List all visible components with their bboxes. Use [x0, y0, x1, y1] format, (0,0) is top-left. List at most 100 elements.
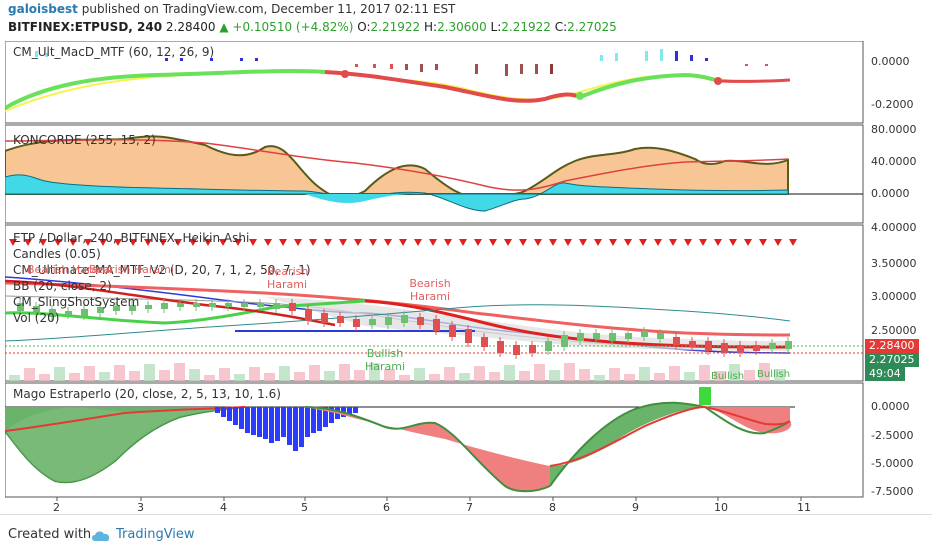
sell-triangle-icon	[489, 239, 497, 246]
volume-bar	[369, 363, 380, 381]
mago-pane-frame	[4, 382, 864, 498]
candle-body	[257, 303, 264, 307]
sell-triangle-icon	[69, 239, 77, 246]
volume-bar	[339, 364, 350, 381]
tradingview-logo-icon[interactable]	[90, 528, 112, 547]
footer: Created with TradingView	[0, 514, 932, 551]
mago-green-line3	[549, 401, 706, 487]
mago-red-line	[4, 406, 246, 432]
candle-body	[625, 333, 632, 339]
koncorde-label[interactable]: KONCORDE (255, 15, 2)	[13, 133, 156, 147]
high-value: 2.30600	[437, 20, 487, 34]
mago-green-line2	[304, 406, 551, 493]
price-tick: 3.50000	[871, 257, 917, 270]
sell-triangle-icon	[654, 239, 662, 246]
macd-histogram	[35, 49, 768, 76]
sell-triangle-icon	[474, 239, 482, 246]
main-label-0[interactable]: ETP / Dollar, 240, BITFINEX, Heikin Ashi	[13, 231, 250, 245]
x-axis-label: 6	[383, 501, 390, 514]
mago-blue-bar	[287, 407, 292, 445]
volume-bar	[354, 370, 365, 381]
candle-body	[513, 345, 520, 355]
volume-bar	[384, 369, 395, 381]
x-axis-label: 8	[549, 501, 556, 514]
sell-triangle-icon	[114, 239, 122, 246]
candle-body	[177, 303, 184, 307]
main-label-5[interactable]: Vol (20)	[13, 311, 60, 325]
volume-bar	[684, 372, 695, 381]
main-label-2[interactable]: CM_Ultimate_MA_MTF_V2 (D, 20, 7, 1, 2, 5…	[13, 263, 311, 277]
candle-body	[305, 309, 312, 321]
macd-line-down	[324, 70, 581, 103]
sell-triangle-icon	[159, 239, 167, 246]
macd-label[interactable]: CM_Ult_MacD_MTF (60, 12, 26, 9)	[13, 45, 215, 59]
author-link[interactable]: galoisbest	[8, 2, 78, 16]
main-label-1[interactable]: Candles (0.05)	[13, 247, 101, 261]
candle-body	[705, 341, 712, 351]
bearish-harami-annotation: Bearish Harami	[27, 263, 112, 276]
symbol-label: BITFINEX:ETPUSD, 240	[8, 20, 163, 34]
mago-red-line2	[549, 406, 706, 467]
koncorde-tick: 80.0000	[871, 123, 917, 136]
volume-bar	[219, 368, 230, 381]
candle-body	[481, 337, 488, 347]
mago-blue-bar	[221, 407, 226, 417]
candle-body	[545, 341, 552, 351]
volume-bar	[429, 374, 440, 381]
mago-label[interactable]: Mago Estraperlo (20, close, 2, 5, 13, 10…	[13, 387, 281, 401]
sell-triangle-icon	[744, 239, 752, 246]
main-label-4[interactable]: CM_SlingShotSystem	[13, 295, 140, 309]
candle-body	[577, 333, 584, 341]
volume-bar	[204, 375, 215, 381]
chart-canvas[interactable]	[4, 40, 927, 511]
candle-body	[289, 303, 296, 311]
candle-body	[529, 345, 536, 353]
x-axis-label: 5	[301, 501, 308, 514]
sell-triangle-icon	[279, 239, 287, 246]
mago-blue-bar	[317, 407, 322, 431]
up-arrow-icon: ▲	[219, 20, 229, 34]
sell-triangle-icon	[444, 239, 452, 246]
close-label: C:	[554, 20, 568, 34]
candle-body	[337, 316, 344, 323]
sell-triangle-icon	[174, 239, 182, 246]
symbol-line: BITFINEX:ETPUSD, 240 2.28400 ▲ +0.10510 …	[8, 20, 617, 34]
volume-bar	[669, 366, 680, 381]
bb-fill	[265, 297, 790, 351]
candle-body	[161, 303, 168, 309]
sell-signal-markers	[9, 239, 797, 246]
last-price: 2.28400	[165, 20, 216, 34]
volume-bar	[309, 365, 320, 381]
sell-triangle-icon	[99, 239, 107, 246]
volume-bar	[714, 371, 725, 381]
mago-blue-bar	[251, 407, 256, 435]
sell-triangle-icon	[759, 239, 767, 246]
sell-triangle-icon	[384, 239, 392, 246]
x-axis-label: 4	[220, 501, 227, 514]
sell-triangle-icon	[519, 239, 527, 246]
chart-area[interactable]: CM_Ult_MacD_MTF (60, 12, 26, 9) KONCORDE…	[4, 40, 927, 514]
x-axis	[56, 497, 802, 501]
sell-triangle-icon	[324, 239, 332, 246]
mago-blue-bar	[257, 407, 262, 437]
tradingview-brand-link[interactable]: TradingView	[116, 527, 195, 542]
volume-bar	[474, 366, 485, 381]
mago-blue-bar	[275, 407, 280, 441]
volume-bar	[99, 372, 110, 381]
main-label-3[interactable]: BB (20, close, 2)	[13, 279, 112, 293]
volume-bar	[774, 369, 785, 381]
sell-triangle-icon	[129, 239, 137, 246]
mago-blue-bar	[323, 407, 328, 427]
sell-triangle-icon	[9, 239, 17, 246]
sell-triangle-icon	[594, 239, 602, 246]
volume-bar	[39, 374, 50, 381]
macd-pane-frame	[4, 40, 864, 124]
candle-body	[417, 317, 424, 325]
mago-blue-bar	[353, 407, 358, 413]
volume-bar	[489, 372, 500, 381]
last-price-tag: 2.28400	[865, 339, 919, 353]
bearish-harami-annotation: Bearish Harami	[267, 265, 309, 291]
candle-body	[225, 303, 232, 307]
macd-tick: 0.0000	[871, 55, 910, 68]
mago-blue-bar	[227, 407, 232, 421]
